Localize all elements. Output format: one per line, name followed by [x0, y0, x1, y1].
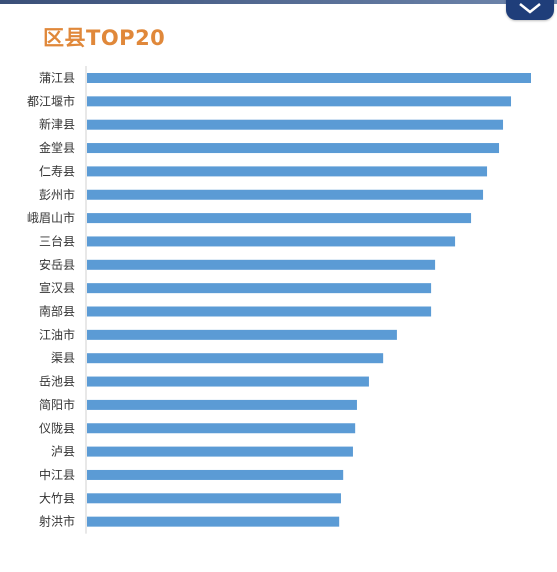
category-label: 彭州市 — [39, 187, 75, 202]
category-label: 新津县 — [39, 117, 75, 132]
category-label: 都江堰市 — [27, 93, 75, 108]
category-label: 岳池县 — [39, 375, 75, 389]
category-label: 仁寿县 — [39, 164, 75, 178]
bar — [87, 306, 432, 317]
category-label: 中江县 — [39, 467, 75, 482]
bar — [87, 283, 432, 294]
category-label: 金堂县 — [39, 140, 75, 155]
corner-badge — [506, 0, 554, 20]
category-label: 渠县 — [51, 351, 75, 365]
bar — [87, 353, 384, 364]
category-label: 蒲江县 — [39, 71, 75, 85]
bar — [87, 423, 356, 434]
bar — [87, 399, 357, 410]
top-strip — [0, 0, 557, 4]
bar — [87, 259, 436, 270]
category-label: 南部县 — [39, 304, 75, 319]
bar — [87, 143, 500, 154]
bar — [87, 329, 397, 340]
bar — [87, 493, 341, 504]
category-label: 宣汉县 — [39, 280, 75, 295]
chart-title: 区县TOP20 — [43, 26, 166, 50]
category-label: 仪陇县 — [39, 420, 75, 435]
category-label: 大竹县 — [39, 491, 75, 505]
bar — [87, 469, 344, 480]
bar — [87, 189, 484, 200]
category-label: 泸县 — [51, 445, 75, 459]
bar — [87, 73, 531, 83]
category-label: 安岳县 — [39, 257, 75, 272]
chevron-down-icon — [519, 3, 541, 14]
category-label: 峨眉山市 — [27, 210, 75, 225]
category-label: 射洪市 — [39, 514, 75, 529]
bar — [87, 119, 504, 130]
bar — [87, 166, 488, 177]
bar — [87, 213, 472, 224]
category-label: 简阳市 — [39, 397, 75, 412]
bar — [87, 96, 512, 107]
bar — [87, 516, 340, 527]
bar — [87, 376, 369, 387]
bar — [87, 446, 353, 457]
bar — [87, 236, 456, 247]
category-label: 江油市 — [39, 327, 75, 342]
category-label: 三台县 — [39, 233, 75, 248]
